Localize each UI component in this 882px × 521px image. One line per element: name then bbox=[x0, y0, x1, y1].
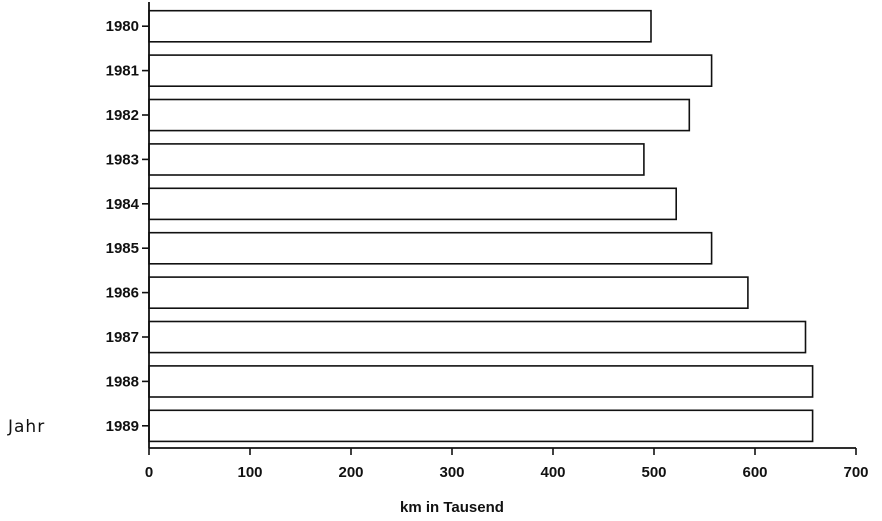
x-tick-label-300: 300 bbox=[439, 464, 464, 481]
x-tick-label-500: 500 bbox=[641, 464, 666, 481]
bar-1986 bbox=[148, 276, 749, 310]
y-axis-ticks: 1980 1981 1982 1983 1984 1985 1986 1987 1988 1989 bbox=[106, 18, 149, 435]
y-tick-label-1988: 1988 bbox=[106, 373, 139, 390]
y-tick-label-1989: 1989 bbox=[106, 418, 139, 435]
bar-1987 bbox=[148, 320, 807, 354]
x-tick-label-700: 700 bbox=[843, 464, 868, 481]
bar-1985 bbox=[148, 231, 713, 265]
x-tick-label-100: 100 bbox=[237, 464, 262, 481]
y-tick-label-1980: 1980 bbox=[106, 18, 139, 35]
bars-group bbox=[148, 9, 814, 443]
bar-1989 bbox=[148, 409, 814, 443]
y-tick-label-1986: 1986 bbox=[106, 285, 139, 302]
bar-1983 bbox=[148, 143, 645, 176]
x-tick-label-0: 0 bbox=[145, 464, 153, 481]
x-tick-label-200: 200 bbox=[338, 464, 363, 481]
bar-1981 bbox=[148, 54, 713, 87]
bar-1982 bbox=[148, 98, 691, 132]
bar-1980 bbox=[148, 9, 652, 43]
x-axis-title: km in Tausend bbox=[400, 499, 504, 516]
x-tick-label-600: 600 bbox=[742, 464, 767, 481]
y-tick-label-1987: 1987 bbox=[106, 329, 139, 346]
bar-1984 bbox=[148, 187, 678, 221]
x-tick-label-400: 400 bbox=[540, 464, 565, 481]
y-axis-title: Jahr bbox=[7, 417, 45, 437]
y-tick-label-1983: 1983 bbox=[106, 151, 139, 168]
y-tick-label-1984: 1984 bbox=[106, 196, 140, 213]
y-tick-label-1985: 1985 bbox=[106, 240, 139, 257]
bar-1988 bbox=[148, 365, 814, 398]
y-tick-label-1982: 1982 bbox=[106, 107, 139, 124]
x-axis-ticks: 0 100 200 300 400 500 600 700 bbox=[145, 448, 869, 481]
y-tick-label-1981: 1981 bbox=[106, 63, 139, 80]
